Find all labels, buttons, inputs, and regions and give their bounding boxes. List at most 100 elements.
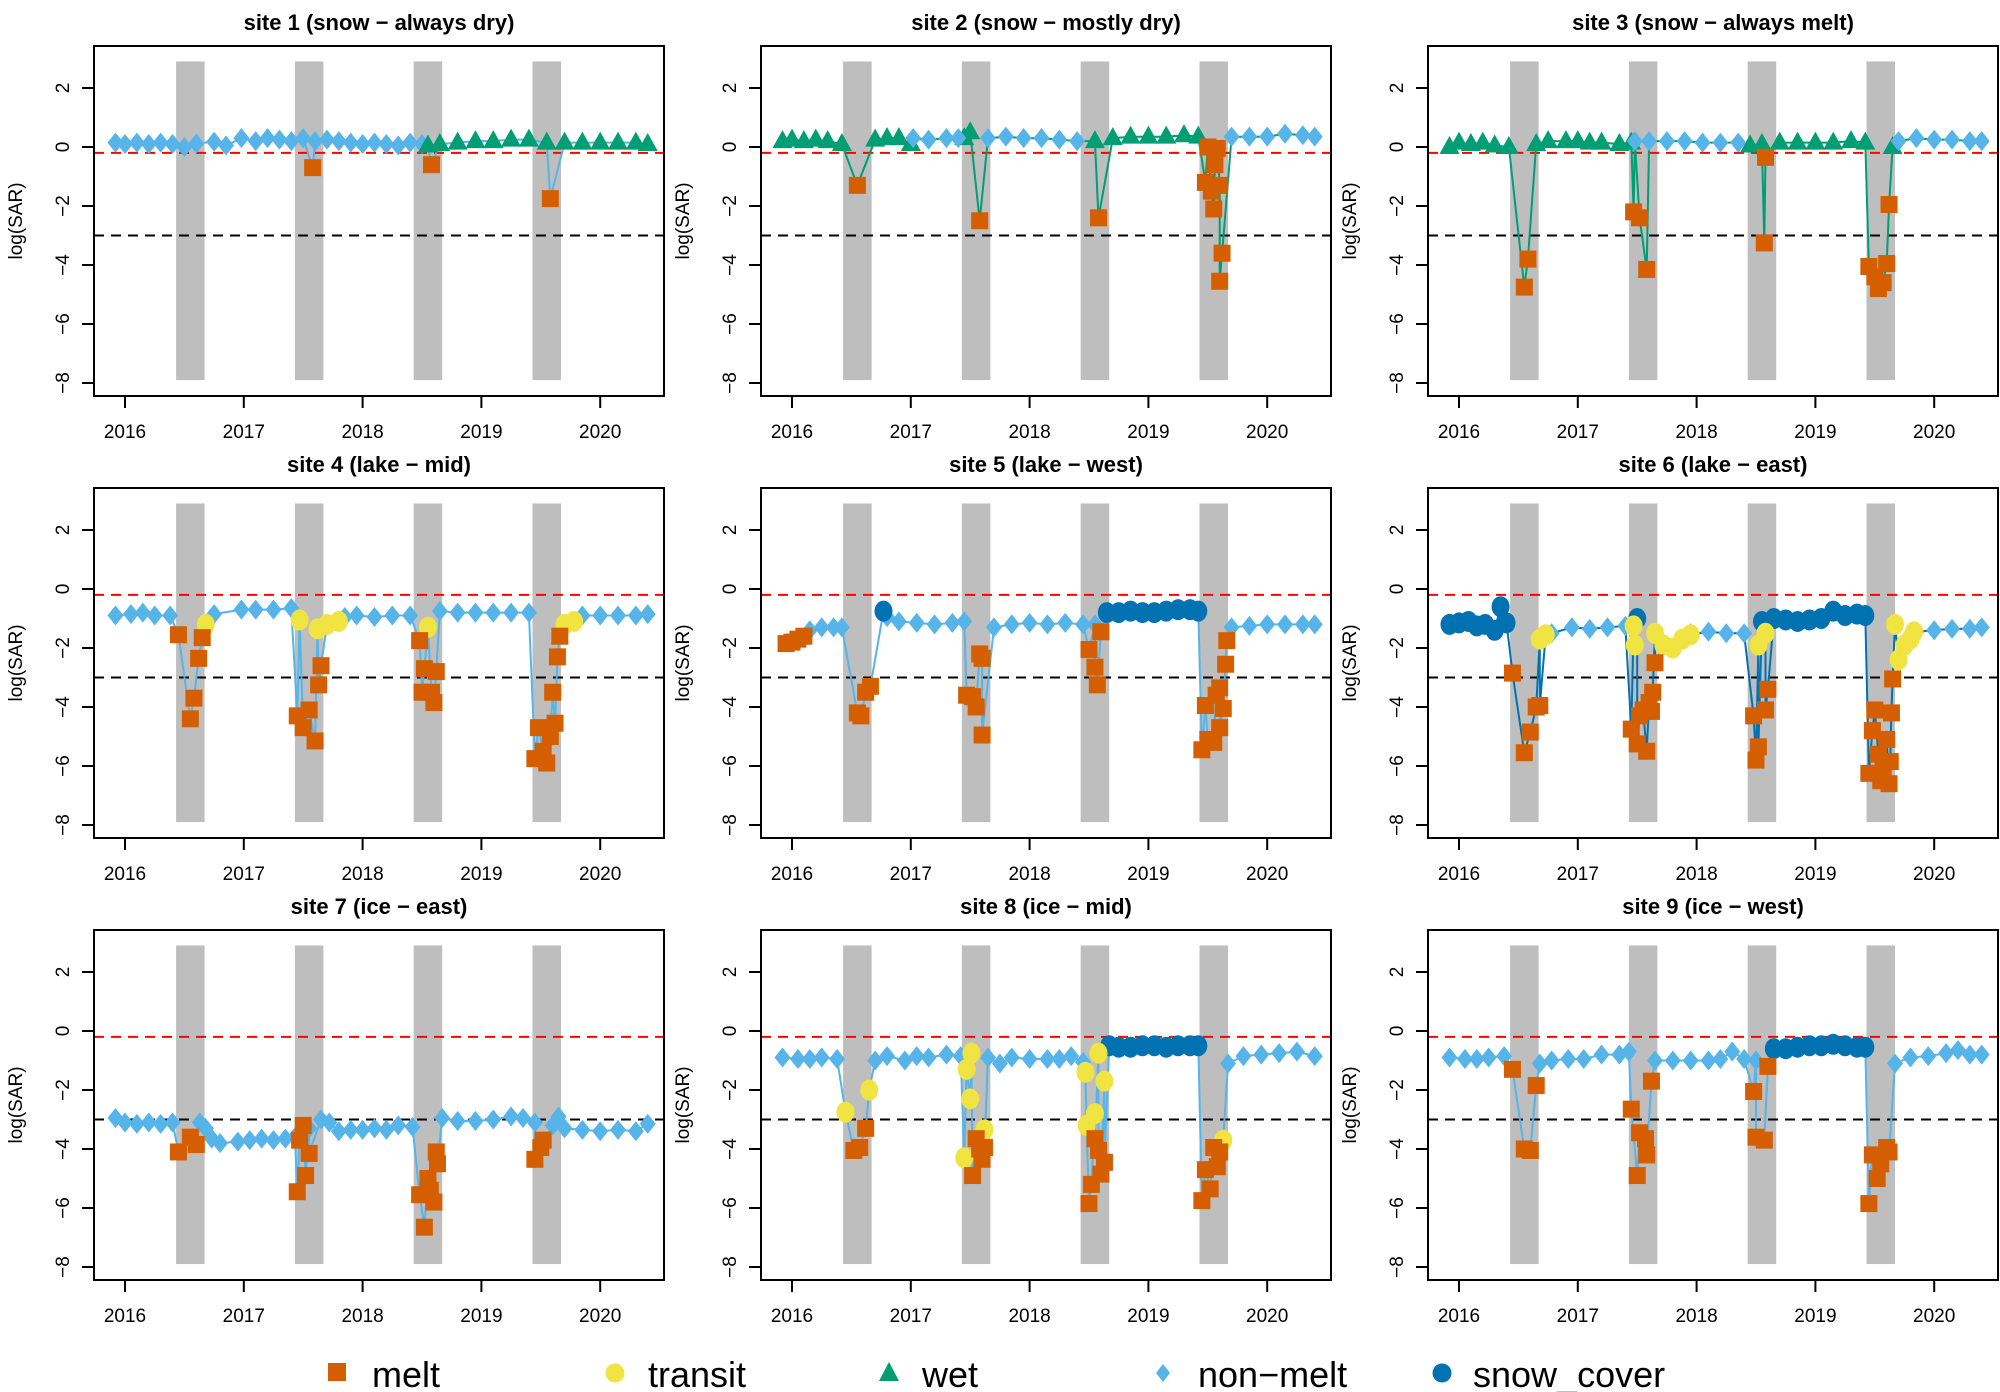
- transit-point: [329, 610, 348, 632]
- wet-point: [1449, 131, 1469, 150]
- non-melt-point: [117, 1112, 133, 1133]
- non-melt-point: [610, 1119, 627, 1140]
- markers: [772, 121, 1323, 290]
- non-melt-point: [366, 1118, 383, 1139]
- non-melt-point: [354, 134, 371, 155]
- plot-frame: [760, 929, 1332, 1281]
- non-melt-point: [354, 1119, 371, 1140]
- y-tick-label: −6: [53, 755, 74, 777]
- melt-point: [1880, 775, 1898, 793]
- melt-point: [1880, 1143, 1898, 1161]
- melt-point: [1515, 744, 1533, 762]
- non-melt-point: [1223, 126, 1240, 147]
- melt-point: [294, 1116, 312, 1134]
- wet-point: [429, 133, 450, 152]
- x-tick-label: 2018: [1675, 422, 1717, 443]
- summer-band: [532, 945, 561, 1265]
- non-melt-point: [610, 605, 627, 626]
- wet-point: [960, 121, 981, 140]
- non-melt-point: [1259, 126, 1276, 147]
- y-tick-label: 0: [1387, 142, 1408, 153]
- y-tick-label: −2: [720, 1079, 741, 1101]
- summer-band: [413, 945, 443, 1265]
- non-melt-point: [1973, 617, 1990, 638]
- x-tick-label: 2020: [1246, 864, 1288, 885]
- melt-point: [1860, 1195, 1878, 1213]
- panel-site-6: site 6 (lake − east) 2 0 −2 −4 −6 −8 log(SAR) 20…: [1340, 452, 1999, 885]
- melt-point: [1631, 209, 1649, 227]
- melt-point: [1866, 701, 1884, 719]
- melt-point: [1881, 753, 1899, 771]
- non-melt-point: [402, 132, 419, 153]
- y-tick-label: −2: [53, 195, 74, 217]
- y-tick-label: 0: [1387, 1026, 1408, 1037]
- non-melt-point: [467, 1110, 484, 1131]
- non-melt-point: [890, 611, 907, 632]
- non-melt-point: [592, 1121, 609, 1142]
- melt-point: [300, 1144, 318, 1162]
- transit-point: [1756, 622, 1775, 644]
- non-melt-point: [1718, 623, 1735, 644]
- non-melt-point: [896, 1050, 913, 1071]
- non-melt-point: [1468, 1049, 1485, 1070]
- wet-point: [483, 130, 504, 149]
- non-melt-point: [1051, 1049, 1068, 1070]
- wet-point: [1174, 124, 1195, 143]
- transit-point: [290, 609, 309, 631]
- non-melt-point: [920, 1047, 937, 1068]
- panel-title: site 4 (lake − mid): [287, 452, 471, 477]
- legend-item-snow-cover: snow_cover: [1432, 1354, 1665, 1392]
- non-melt-point: [1241, 615, 1258, 636]
- melt-point: [193, 629, 211, 647]
- melt-point: [1503, 664, 1521, 682]
- y-tick-label: −4: [53, 696, 74, 718]
- y-tick-label: −6: [1387, 313, 1408, 335]
- non-melt-point: [1724, 1041, 1741, 1062]
- panel-title: site 7 (ice − east): [291, 894, 468, 919]
- summer-band: [294, 61, 324, 381]
- non-melt-point: [152, 1113, 169, 1134]
- y-tick-label: −4: [1387, 254, 1408, 276]
- y-tick-label: −8: [720, 372, 741, 394]
- wet-point: [805, 128, 826, 147]
- non-melt-point: [342, 1119, 359, 1140]
- melt-point: [1080, 640, 1098, 658]
- snow-cover-point: [1497, 612, 1516, 634]
- melt-point: [1759, 680, 1777, 698]
- non-melt-point: [1676, 131, 1693, 152]
- melt-point: [1515, 278, 1533, 296]
- non-melt-point: [348, 605, 365, 626]
- melt-point: [428, 1155, 446, 1173]
- y-axis-label: log(SAR): [673, 182, 694, 259]
- y-tick-label: 0: [720, 1026, 741, 1037]
- x-tick-label: 2018: [341, 864, 383, 885]
- summer-band: [532, 61, 561, 381]
- x-tick-label: 2017: [890, 422, 932, 443]
- non-melt-point: [1961, 1044, 1978, 1065]
- wet-point: [1805, 131, 1826, 150]
- legend-item-wet: wet: [879, 1354, 978, 1392]
- legend-label-wet: wet: [921, 1354, 978, 1392]
- non-melt-point: [378, 1119, 395, 1140]
- y-tick-label: −4: [1387, 1138, 1408, 1160]
- non-melt-point: [1021, 1049, 1038, 1070]
- melt-point: [187, 1136, 205, 1154]
- non-melt-point: [1531, 1053, 1548, 1074]
- transit-point: [1095, 1070, 1114, 1092]
- wet-point: [536, 131, 557, 150]
- non-melt-point: [206, 131, 223, 152]
- non-melt-point: [1021, 612, 1038, 633]
- non-melt-point: [247, 599, 264, 620]
- plot-frame: [1427, 929, 1999, 1281]
- melt-point: [541, 728, 559, 745]
- non-melt-point: [879, 1046, 896, 1067]
- non-melt-point: [1641, 131, 1658, 152]
- melt-point: [1878, 730, 1896, 748]
- legend-item-transit: transit: [605, 1354, 746, 1392]
- non-melt-point: [485, 602, 502, 623]
- melt-point: [181, 710, 199, 728]
- y-tick-label: −4: [720, 696, 741, 718]
- non-melt-point: [1926, 620, 1943, 641]
- melt-point: [1874, 274, 1892, 292]
- non-melt-point: [330, 131, 347, 152]
